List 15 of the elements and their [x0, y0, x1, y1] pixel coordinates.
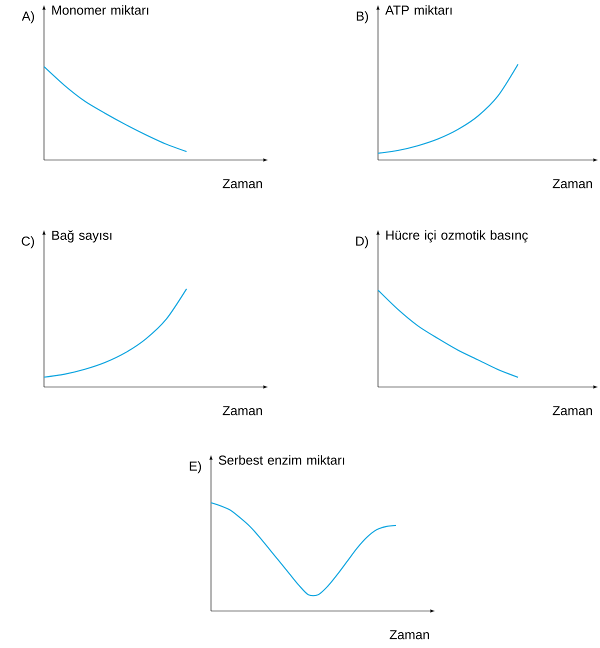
x-axis-title: Zaman — [222, 406, 262, 416]
x-axis-title: Zaman — [222, 179, 262, 188]
chart-title: A) — [22, 11, 34, 24]
x-axis-title: Zaman — [390, 630, 429, 640]
y-axis-title: ATP miktarı — [385, 5, 452, 15]
y-axis-title: Monomer miktarı — [52, 5, 148, 15]
chart-title: E) — [190, 461, 201, 474]
chart-title: C) — [22, 236, 34, 248]
y-axis-title: Hücre içi ozmotik basınç — [386, 230, 528, 242]
x-axis-title: Zaman — [552, 179, 592, 188]
chart-title: D) — [356, 236, 368, 248]
x-axis-title: Zaman — [552, 406, 592, 416]
chart-title: B) — [356, 11, 368, 24]
y-axis-title: Bağ sayısı — [52, 230, 112, 242]
y-axis-title: Serbest enzim miktarı — [218, 455, 344, 465]
